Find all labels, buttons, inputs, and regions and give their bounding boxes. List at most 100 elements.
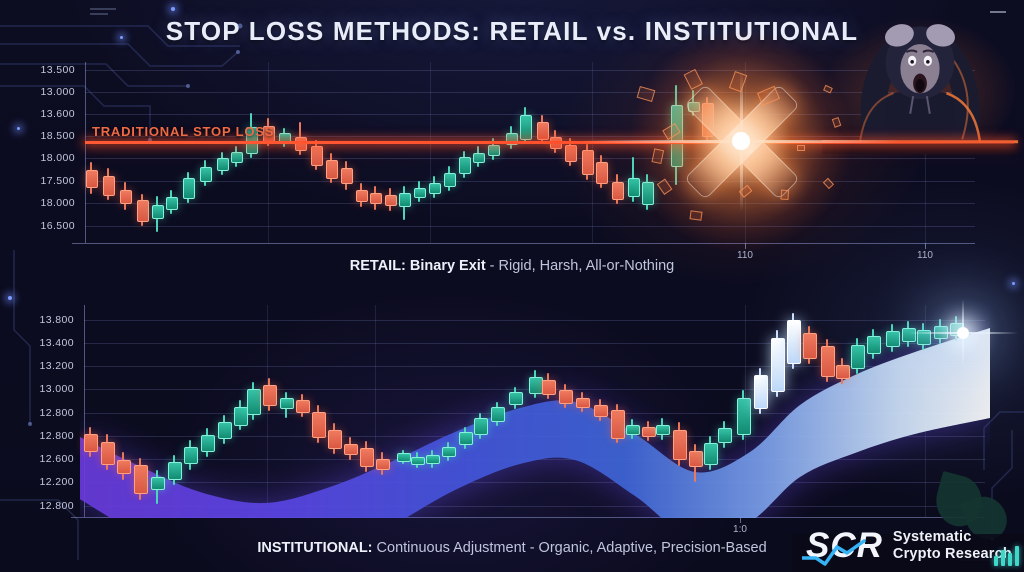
- candle-body: [803, 333, 817, 359]
- candle-body: [656, 425, 670, 435]
- candle-body: [201, 435, 215, 452]
- candle-body: [376, 459, 390, 470]
- candle-body: [537, 122, 549, 140]
- stop-loss-label: TRADITIONAL STOP LOSS: [92, 124, 274, 139]
- candle-body: [397, 453, 411, 462]
- flare-core: [957, 327, 969, 339]
- candle-body: [704, 443, 718, 465]
- candle-body: [787, 320, 801, 364]
- candle-body: [217, 158, 229, 171]
- candle-body: [231, 152, 243, 163]
- candle-body: [771, 338, 785, 392]
- debris-shard: [781, 189, 789, 200]
- candle-body: [84, 434, 98, 452]
- candle-body: [867, 336, 881, 354]
- candle-body: [426, 455, 440, 464]
- candle-body: [360, 448, 374, 467]
- candle-body: [718, 428, 732, 443]
- candle-body: [247, 389, 261, 415]
- candle-body: [474, 418, 488, 435]
- candle-body: [821, 346, 835, 377]
- candle-body: [120, 190, 132, 204]
- candle-body: [152, 205, 164, 219]
- institutional-caption-bold: INSTITUTIONAL:: [257, 540, 372, 556]
- candle-body: [101, 442, 115, 465]
- candle-body: [296, 400, 310, 413]
- candle-body: [886, 331, 900, 347]
- candle-body: [529, 377, 543, 394]
- candle-body: [673, 430, 687, 460]
- candle-body: [491, 407, 505, 422]
- scr-logo: SCR: [806, 527, 883, 565]
- candle-body: [520, 115, 532, 140]
- candle-body: [737, 398, 751, 435]
- candle-body: [576, 398, 590, 408]
- infographic-canvas: STOP LOSS METHODS: RETAIL vs. INSTITUTIO…: [0, 0, 1024, 572]
- candle-body: [689, 451, 703, 467]
- debris-shard: [689, 210, 702, 221]
- retail-caption: RETAIL: Binary Exit - Rigid, Harsh, All-…: [0, 258, 1024, 274]
- candle-body: [311, 146, 323, 166]
- candle-body: [399, 193, 411, 207]
- candle-body: [356, 190, 368, 202]
- institutional-caption-rest: Continuous Adjustment - Organic, Adaptiv…: [373, 540, 767, 556]
- brand-footer: SCR Systematic Crypto Research: [806, 527, 1012, 565]
- candle-body: [559, 390, 573, 404]
- candle-body: [442, 447, 456, 457]
- candle-body: [103, 176, 115, 196]
- candle-body: [836, 365, 850, 379]
- candle-body: [612, 182, 624, 200]
- candle-body: [414, 188, 426, 198]
- debris-shard: [797, 145, 805, 151]
- candle-body: [218, 422, 232, 439]
- candle-body: [86, 170, 98, 188]
- candle-body: [263, 385, 277, 406]
- candle-body: [184, 447, 198, 464]
- candle-body: [151, 477, 165, 490]
- brand-name-line1: Systematic: [893, 529, 1012, 546]
- candle-body: [168, 462, 182, 480]
- logo-zigzag-icon: [802, 538, 874, 572]
- candle-body: [459, 432, 473, 445]
- candle-body: [295, 137, 307, 151]
- candle-body: [326, 160, 338, 179]
- explosion-core: [732, 132, 750, 150]
- candle-body: [134, 465, 148, 494]
- candle-body: [312, 412, 326, 438]
- candle-body: [385, 195, 397, 206]
- candle-body: [341, 168, 353, 184]
- candle-body: [542, 380, 556, 395]
- candle-body: [851, 345, 865, 369]
- candle-body: [565, 145, 577, 162]
- retail-caption-rest: - Rigid, Harsh, All-or-Nothing: [486, 258, 675, 274]
- candle-body: [902, 328, 916, 342]
- candle-body: [626, 425, 640, 435]
- candle-body: [429, 183, 441, 194]
- candle-body: [488, 145, 500, 156]
- corner-mini-chart: [1001, 550, 1005, 566]
- candle-body: [611, 410, 625, 439]
- retail-caption-bold: RETAIL: Binary Exit: [350, 258, 486, 274]
- candle-body: [117, 460, 131, 474]
- candle-body: [370, 193, 382, 204]
- candle-body: [200, 167, 212, 182]
- candle-body: [596, 162, 608, 184]
- candle-body: [411, 457, 425, 465]
- candle-body: [328, 430, 342, 449]
- corner-mini-chart: [1015, 546, 1019, 566]
- candle-body: [754, 375, 768, 409]
- candle-body: [137, 200, 149, 222]
- corner-mini-chart: [994, 556, 998, 566]
- candle-body: [280, 398, 294, 409]
- candle-body: [344, 444, 358, 455]
- candle-body: [594, 405, 608, 417]
- candle-body: [444, 173, 456, 187]
- candle-body: [582, 150, 594, 175]
- candle-body: [509, 392, 523, 405]
- candle-body: [234, 407, 248, 426]
- candle-body: [459, 157, 471, 174]
- candle-body: [166, 197, 178, 210]
- candle-body: [642, 427, 656, 437]
- corner-mini-chart: [1008, 553, 1012, 566]
- candle-body: [183, 178, 195, 199]
